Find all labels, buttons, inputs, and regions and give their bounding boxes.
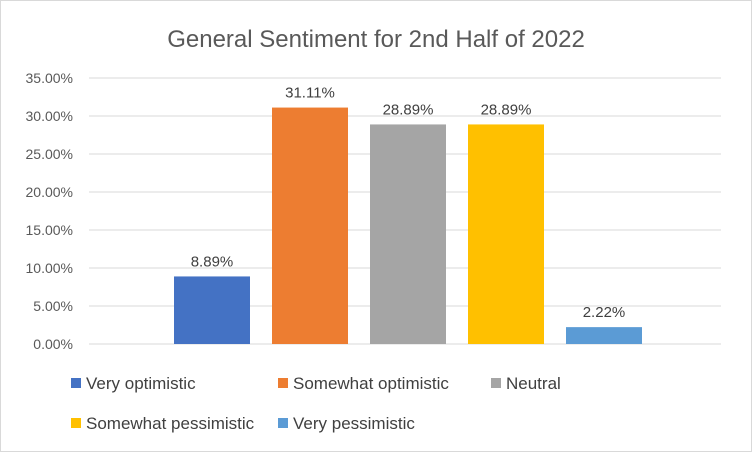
legend-swatch xyxy=(491,378,501,388)
legend-label: Very pessimistic xyxy=(293,414,415,433)
data-label: 28.89% xyxy=(481,101,532,118)
data-label: 28.89% xyxy=(383,101,434,118)
y-tick-label: 10.00% xyxy=(26,260,73,276)
y-tick-label: 35.00% xyxy=(26,70,73,86)
data-label: 2.22% xyxy=(583,304,626,321)
legend-swatch xyxy=(278,378,288,388)
legend-label: Somewhat optimistic xyxy=(293,374,449,393)
bar xyxy=(566,327,642,344)
y-tick-label: 5.00% xyxy=(33,298,73,314)
data-label: 31.11% xyxy=(285,85,335,102)
legend: Very optimistic Somewhat optimistic Neutra… xyxy=(71,374,561,433)
legend-swatch xyxy=(71,418,81,428)
y-tick-label: 25.00% xyxy=(26,146,73,162)
bars xyxy=(174,107,642,345)
legend-swatch xyxy=(278,418,288,428)
y-axis-tick-labels: 0.00% 5.00% 10.00% 15.00% 20.00% 25.00% 30.00%… xyxy=(26,70,73,352)
bar xyxy=(468,124,544,344)
bar xyxy=(272,107,348,345)
data-labels: 8.89% 31.11% 28.89% 28.89% 2.22% xyxy=(191,85,626,322)
y-tick-label: 0.00% xyxy=(33,336,73,352)
chart-title: General Sentiment for 2nd Half of 2022 xyxy=(167,26,585,53)
y-tick-label: 15.00% xyxy=(26,222,73,238)
legend-label: Somewhat pessimistic xyxy=(86,414,255,433)
y-tick-label: 20.00% xyxy=(26,184,73,200)
bar xyxy=(174,276,250,344)
data-label: 8.89% xyxy=(191,253,234,270)
bar xyxy=(370,124,446,344)
y-tick-label: 30.00% xyxy=(26,108,73,124)
legend-label: Neutral xyxy=(506,374,561,393)
legend-swatch xyxy=(71,378,81,388)
legend-label: Very optimistic xyxy=(86,374,196,393)
